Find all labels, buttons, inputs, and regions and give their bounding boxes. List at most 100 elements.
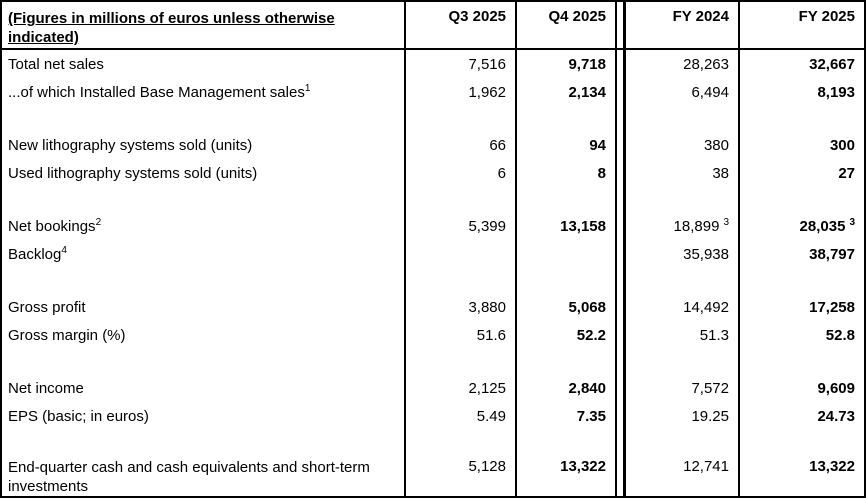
cell-fy-2025: [740, 187, 864, 212]
cell-q4-2025: 8: [517, 159, 617, 187]
table-row: Backlog4 35,938 38,797: [2, 240, 864, 268]
cell-q4-2025: 2,840: [517, 374, 617, 402]
cell-q4-2025: 9,718: [517, 50, 617, 78]
column-divider-gap: [617, 321, 626, 349]
row-label: Total net sales: [2, 50, 406, 78]
cell-fy-2024: [626, 106, 740, 131]
row-label: Backlog4: [2, 240, 406, 268]
column-divider-gap: [617, 2, 626, 48]
cell-fy-2024: 51.3: [626, 321, 740, 349]
cell-q4-2025: [517, 349, 617, 374]
cell-q3-2025: [406, 240, 517, 268]
row-label: ...of which Installed Base Management sa…: [2, 78, 406, 106]
cell-fy-2025: [740, 349, 864, 374]
cell-q4-2025: 52.2: [517, 321, 617, 349]
table-row: Gross margin (%) 51.6 52.2 51.3 52.8: [2, 321, 864, 349]
cell-q3-2025: [406, 106, 517, 131]
row-label: New lithography systems sold (units): [2, 131, 406, 159]
table-row: EPS (basic; in euros) 5.49 7.35 19.25 24…: [2, 402, 864, 430]
column-divider-gap: [617, 131, 626, 159]
table-caption: (Figures in millions of euros unless oth…: [8, 10, 335, 46]
cell-fy-2024: 35,938: [626, 240, 740, 268]
row-label: [2, 349, 406, 374]
cell-q3-2025: 1,962: [406, 78, 517, 106]
cell-q3-2025: 3,880: [406, 293, 517, 321]
cell-fy-2025: 32,667: [809, 55, 855, 73]
cell-fy-2024: 380: [626, 131, 740, 159]
cell-q4-2025: [517, 268, 617, 293]
column-divider-gap: [617, 402, 626, 430]
column-divider-gap: [617, 240, 626, 268]
table-row: [2, 106, 864, 131]
cell-q4-2025: [517, 106, 617, 131]
column-divider-gap: [617, 50, 626, 78]
cell-fy-2024: 38: [626, 159, 740, 187]
table-row: Gross profit 3,880 5,068 14,492 17,258: [2, 293, 864, 321]
cell-q3-2025: 6: [406, 159, 517, 187]
column-divider-gap: [617, 374, 626, 402]
cell-fy-2024: 19.25: [626, 402, 740, 430]
cell-q4-2025: 94: [517, 131, 617, 159]
cell-fy-2024: 6,494: [626, 78, 740, 106]
cell-fy-2025: 52.8: [825, 326, 855, 344]
cell-fy-2024: [626, 349, 740, 374]
cell-q4-2025: 7.35: [517, 402, 617, 430]
col-header-q3-2025: Q3 2025: [406, 2, 517, 48]
table-row: End-quarter cash and cash equivalents an…: [2, 455, 864, 498]
cell-fy-2024: 7,572: [626, 374, 740, 402]
row-label: Gross margin (%): [2, 321, 406, 349]
cell-fy-2025: 300: [829, 136, 855, 154]
cell-fy-2025: 13,322: [809, 458, 855, 475]
cell-fy-2024: 14,492: [626, 293, 740, 321]
cell-fy-2025: [740, 430, 864, 455]
col-header-fy-2025: FY 2025: [798, 8, 855, 25]
cell-fy-2024: 28,263: [626, 50, 740, 78]
table-row: [2, 187, 864, 212]
cell-q3-2025: 2,125: [406, 374, 517, 402]
table-body: Total net sales 7,516 9,718 28,263 32,66…: [2, 50, 864, 498]
cell-q4-2025: 2,134: [517, 78, 617, 106]
column-divider-gap: [617, 268, 626, 293]
cell-fy-2024: [626, 430, 740, 455]
row-label: EPS (basic; in euros): [2, 402, 406, 430]
cell-q3-2025: [406, 430, 517, 455]
row-label: Net bookings2: [2, 212, 406, 240]
table-row: [2, 349, 864, 374]
table-row: [2, 268, 864, 293]
column-divider-gap: [617, 430, 626, 455]
row-label: Net income: [2, 374, 406, 402]
cell-fy-2025: 9,609: [817, 379, 855, 397]
col-header-q4-2025: Q4 2025: [517, 2, 617, 48]
table-row: New lithography systems sold (units) 66 …: [2, 131, 864, 159]
cell-fy-2025: [740, 106, 864, 131]
cell-fy-2024: [626, 187, 740, 212]
column-divider-gap: [617, 106, 626, 131]
cell-q3-2025: [406, 187, 517, 212]
cell-fy-2025: 8,193: [817, 83, 855, 101]
cell-q3-2025: 5.49: [406, 402, 517, 430]
cell-q4-2025: [517, 430, 617, 455]
cell-fy-2024: [626, 268, 740, 293]
column-divider-gap: [617, 455, 626, 498]
row-label: Gross profit: [2, 293, 406, 321]
column-divider-gap: [617, 349, 626, 374]
table-caption-cell: (Figures in millions of euros unless oth…: [2, 2, 406, 48]
cell-q3-2025: [406, 349, 517, 374]
cell-fy-2025: 17,258: [809, 298, 855, 316]
row-label: [2, 268, 406, 293]
cell-fy-2024: 18,899 3: [626, 212, 740, 240]
table-header-row: (Figures in millions of euros unless oth…: [2, 2, 864, 50]
cell-q3-2025: 7,516: [406, 50, 517, 78]
table-row: ...of which Installed Base Management sa…: [2, 78, 864, 106]
cell-q4-2025: 13,322: [517, 455, 617, 498]
table-row: Used lithography systems sold (units) 6 …: [2, 159, 864, 187]
table-row: Net bookings2 5,399 13,158 18,899 3 28,03…: [2, 212, 864, 240]
cell-q3-2025: 51.6: [406, 321, 517, 349]
cell-q3-2025: 5,128: [406, 455, 517, 498]
row-label: [2, 106, 406, 131]
cell-fy-2025: 27: [838, 164, 855, 182]
cell-q4-2025: 5,068: [517, 293, 617, 321]
col-header-fy-2024: FY 2024: [626, 2, 740, 48]
cell-fy-2025: 24.73: [817, 407, 855, 425]
